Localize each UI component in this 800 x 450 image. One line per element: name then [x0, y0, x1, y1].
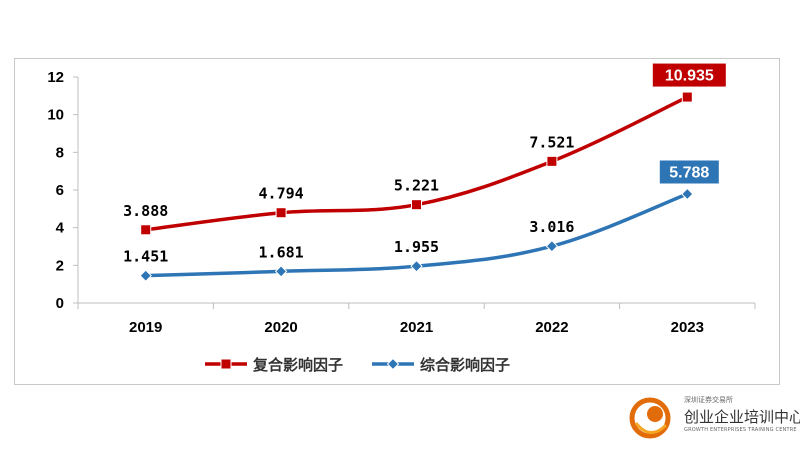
logo-english-text: GROWTH ENTERPRISES TRAINING CENTRE	[684, 427, 797, 433]
data-label: 7.521	[529, 133, 574, 151]
x-tick-label: 2020	[264, 319, 297, 336]
y-tick-label: 4	[56, 220, 65, 237]
data-point	[411, 199, 422, 211]
y-tick-label: 10	[47, 107, 64, 124]
data-point	[546, 155, 558, 167]
boxed-label-bg	[658, 159, 720, 185]
data-labels-layer: 3.888 4.794 5.221 7.521 10.935 1.451 1.681 1.95…	[123, 62, 727, 266]
data-label: 1.955	[394, 238, 439, 256]
x-tick-label: 2021	[400, 319, 433, 336]
x-tick-label: 2023	[671, 319, 704, 336]
data-point	[139, 269, 152, 282]
data-label: 3.016	[529, 218, 574, 236]
data-label: 1.681	[259, 243, 304, 261]
chart-axes: 0 2 4 6 8 10 12 2019 2020 2021 2022 2023	[47, 69, 756, 336]
y-tick-label: 2	[56, 257, 64, 274]
y-tick-label: 12	[47, 69, 64, 86]
data-point	[681, 187, 694, 201]
data-point	[140, 224, 152, 236]
legend-swatch-marker	[220, 358, 232, 370]
legend-swatch-marker	[386, 357, 400, 371]
x-tick-label: 2022	[535, 319, 568, 336]
data-label: 5.788	[669, 164, 709, 181]
data-label: 4.794	[259, 185, 304, 203]
legend-label: 复合影响因子	[252, 356, 343, 374]
data-point	[681, 91, 693, 103]
data-point	[274, 265, 288, 278]
x-tick-label: 2019	[129, 319, 162, 336]
chart-legend: 复合影响因子 综合影响因子	[205, 356, 510, 374]
data-point	[410, 259, 423, 273]
logo-mark-icon	[629, 397, 671, 439]
boxed-label-bg	[651, 62, 727, 88]
data-point	[275, 207, 287, 219]
data-point	[545, 239, 559, 253]
data-label: 3.888	[123, 202, 168, 220]
legend-label: 综合影响因子	[420, 356, 510, 374]
y-tick-label: 6	[56, 182, 64, 199]
logo: 深圳证券交易所 创业企业培训中心 GROWTH ENTERPRISES TRAI…	[628, 393, 800, 443]
logo-main-text: 创业企业培训中心	[684, 408, 800, 426]
y-tick-label: 8	[56, 144, 64, 161]
data-label: 5.221	[394, 177, 439, 195]
data-label: 10.935	[665, 68, 714, 85]
chart-frame	[14, 58, 780, 385]
data-label: 1.451	[123, 248, 168, 266]
logo-top-text: 深圳证券交易所	[684, 396, 733, 404]
y-tick-label: 0	[56, 295, 64, 312]
series-layer	[139, 91, 694, 282]
